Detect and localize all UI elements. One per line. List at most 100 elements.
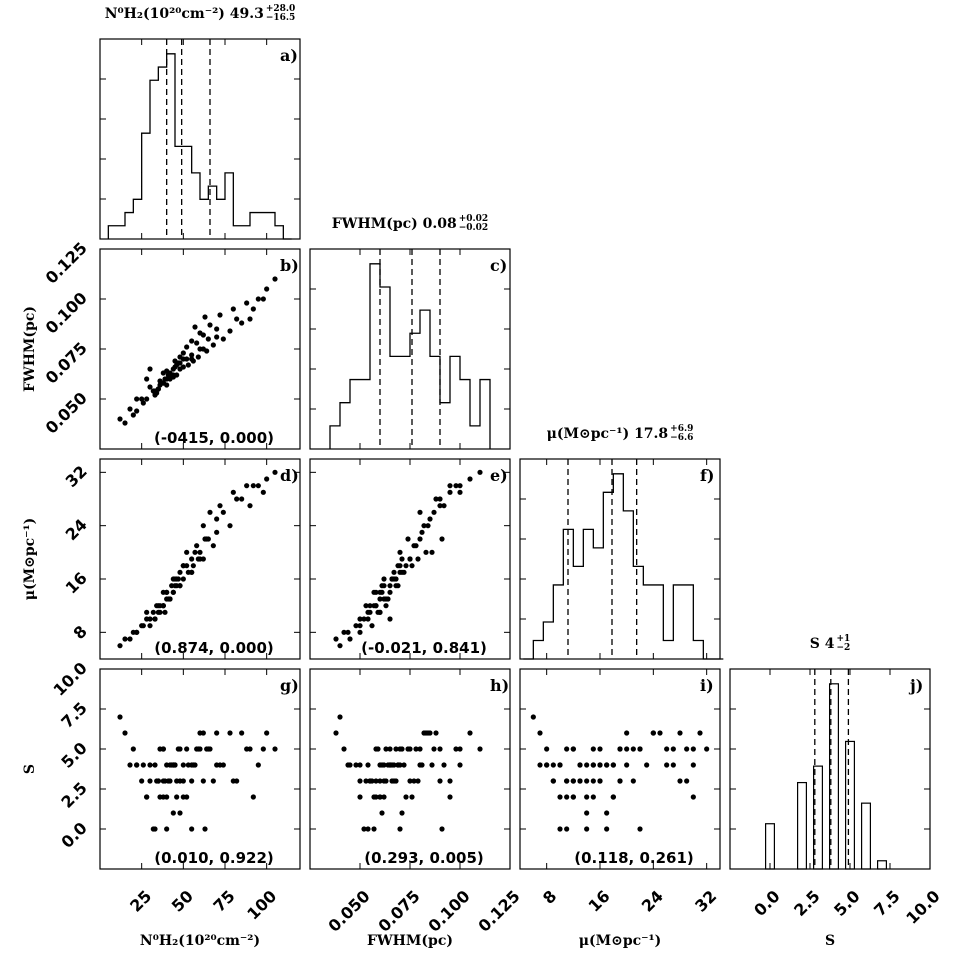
- scatter-point: [200, 556, 206, 562]
- scatter-point: [397, 826, 403, 832]
- scatter-point: [441, 503, 447, 509]
- scatter-point: [564, 746, 570, 752]
- scatter-point: [357, 762, 363, 768]
- scatter-point: [272, 469, 278, 475]
- scatter-point: [437, 503, 443, 509]
- scatter-point: [347, 636, 353, 642]
- scatter-point: [189, 556, 195, 562]
- scatter-point: [409, 794, 415, 800]
- scatter-point: [190, 563, 196, 569]
- scatter-point: [260, 489, 266, 495]
- scatter-point: [192, 762, 198, 768]
- scatter-point: [584, 826, 590, 832]
- scatter-point: [419, 762, 425, 768]
- panel-letter: j): [908, 676, 923, 695]
- scatter-point: [197, 549, 203, 555]
- scatter-point: [189, 569, 195, 575]
- scatter-point: [122, 730, 128, 736]
- scatter-point: [250, 306, 256, 312]
- scatter-point: [637, 826, 643, 832]
- scatter-point: [220, 336, 226, 342]
- scatter-point: [373, 794, 379, 800]
- panel-frame: [99, 458, 301, 660]
- scatter-point: [255, 762, 261, 768]
- scatter-point: [333, 636, 339, 642]
- scatter-point: [197, 330, 203, 336]
- scatter-point: [130, 746, 136, 752]
- scatter-point: [395, 583, 401, 589]
- scatter-point: [144, 616, 150, 622]
- scatter-point: [189, 826, 195, 832]
- scatter-point: [564, 778, 570, 784]
- scatter-point: [175, 576, 181, 582]
- scatter-point: [214, 762, 220, 768]
- scatter-point: [401, 762, 407, 768]
- scatter-point: [405, 536, 411, 542]
- x-tick-label: 0.100: [424, 887, 473, 936]
- correlation-label: (0.010, 0.922): [154, 849, 274, 867]
- panel-f: f): [519, 458, 724, 660]
- scatter-point: [174, 794, 180, 800]
- scatter-point: [383, 746, 389, 752]
- scatter-point: [383, 603, 389, 609]
- scatter-point: [180, 350, 186, 356]
- scatter-point: [584, 778, 590, 784]
- scatter-point: [357, 794, 363, 800]
- scatter-point: [214, 730, 220, 736]
- scatter-point: [377, 794, 383, 800]
- scatter-point: [189, 356, 195, 362]
- y-tick-label: 32: [62, 462, 91, 491]
- scatter-point: [381, 596, 387, 602]
- scatter-point: [377, 596, 383, 602]
- scatter-point: [544, 762, 550, 768]
- scatter-point: [584, 762, 590, 768]
- scatter-point: [175, 360, 181, 366]
- scatter-point: [144, 396, 150, 402]
- scatter-point: [684, 746, 690, 752]
- scatter-point: [117, 714, 123, 720]
- scatter-point: [177, 366, 183, 372]
- scatter-point: [550, 762, 556, 768]
- y-tick-label: 0.125: [42, 238, 91, 287]
- scatter-point: [160, 794, 166, 800]
- x-tick-label: 32: [691, 887, 720, 916]
- scatter-point: [244, 483, 250, 489]
- hist-bar: [860, 802, 871, 870]
- y-tick-label: 5.0: [57, 738, 90, 771]
- scatter-point: [417, 536, 423, 542]
- scatter-point: [387, 583, 393, 589]
- scatter-point: [387, 746, 393, 752]
- scatter-point: [255, 483, 261, 489]
- scatter-point: [431, 746, 437, 752]
- scatter-point: [405, 746, 411, 752]
- scatter-point: [584, 810, 590, 816]
- scatter-point: [550, 778, 556, 784]
- scatter-point: [365, 616, 371, 622]
- scatter-point: [207, 322, 213, 328]
- scatter-point: [357, 629, 363, 635]
- scatter-point: [379, 810, 385, 816]
- scatter-point: [403, 794, 409, 800]
- scatter-point: [202, 826, 208, 832]
- scatter-point: [239, 730, 245, 736]
- scatter-point: [177, 583, 183, 589]
- scatter-point: [379, 762, 385, 768]
- scatter-point: [604, 762, 610, 768]
- scatter-point: [264, 286, 270, 292]
- scatter-point: [597, 762, 603, 768]
- panel-letter: e): [490, 466, 508, 485]
- scatter-point: [165, 372, 171, 378]
- y-tick-label: 24: [62, 515, 91, 544]
- scatter-point: [174, 372, 180, 378]
- scatter-point: [537, 730, 543, 736]
- scatter-point: [202, 536, 208, 542]
- scatter-point: [147, 762, 153, 768]
- scatter-point: [590, 778, 596, 784]
- scatter-point: [255, 296, 261, 302]
- scatter-point: [152, 388, 158, 394]
- scatter-point: [147, 366, 153, 372]
- scatter-point: [165, 596, 171, 602]
- scatter-point: [353, 623, 359, 629]
- scatter-point: [127, 406, 133, 412]
- scatter-point: [130, 412, 136, 418]
